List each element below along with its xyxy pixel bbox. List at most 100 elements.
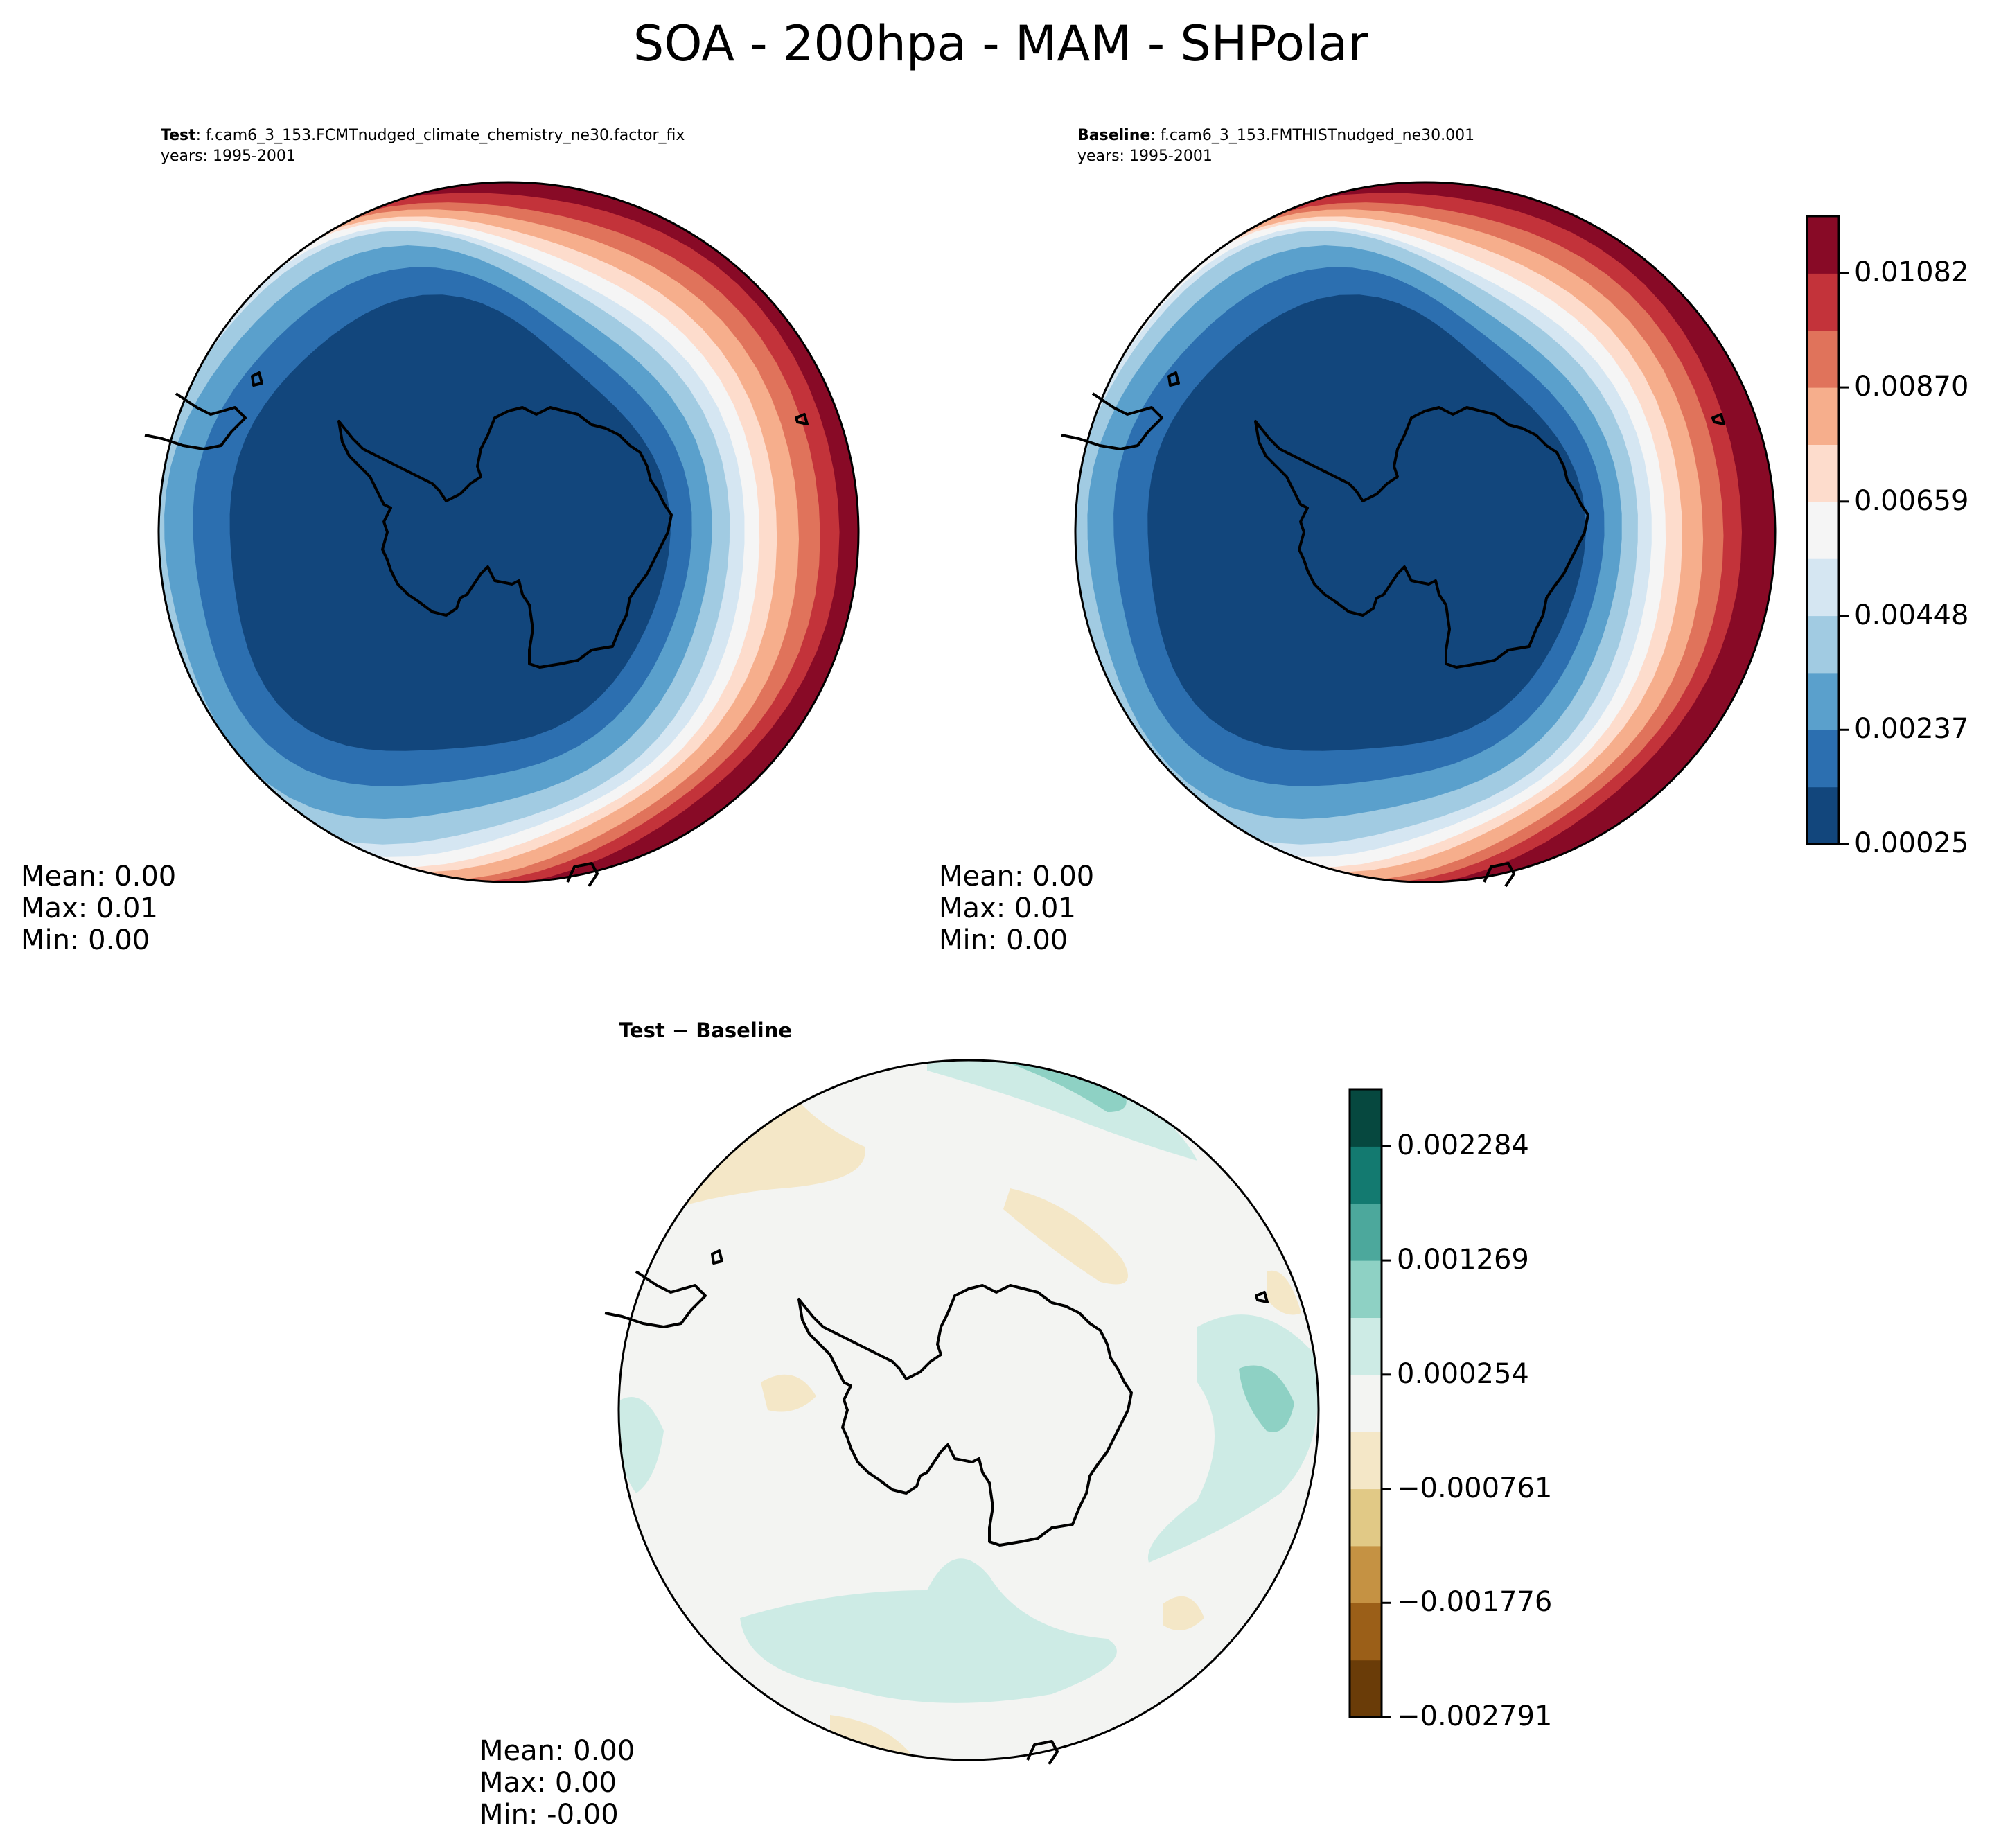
- top-colorbar: [1806, 215, 1849, 845]
- baseline-contour-bands: [1075, 182, 1775, 882]
- test-case-name: : f.cam6_3_153.FCMTnudged_climate_chemis…: [195, 127, 685, 144]
- south-america-coastline: [144, 392, 247, 450]
- diff-band-patch-6: [761, 1374, 816, 1412]
- diff-band-patch-16: [619, 1397, 664, 1493]
- test-contour-bands: [159, 182, 858, 882]
- bottom-coastline: [1483, 862, 1515, 888]
- top-colorbar-swatch-3: [1807, 615, 1839, 674]
- falklands-coastline: [1167, 371, 1180, 387]
- diff-band-patch-15: [740, 1558, 1117, 1703]
- diff-colorbar-tick-label: 0.002284: [1397, 1129, 1529, 1162]
- diff-colorbar-swatch-9: [1350, 1146, 1382, 1204]
- diff-colorbar-swatch-5: [1350, 1374, 1382, 1432]
- top-colorbar-frame: [1806, 215, 1840, 845]
- diff-stats: Mean: 0.00 Max: 0.00 Min: -0.00: [479, 1735, 635, 1831]
- diff-band-patch-9: [830, 1715, 913, 1757]
- diff-colorbar-swatch-10: [1350, 1089, 1382, 1147]
- diff-band-patch-4: [664, 1063, 712, 1091]
- top-colorbar-swatch-1: [1807, 730, 1839, 788]
- diff-map-boundary: [617, 1059, 1320, 1761]
- test-mean: Mean: 0.00: [21, 861, 177, 892]
- diff-colorbar-tick-label: −0.000761: [1397, 1472, 1553, 1504]
- antarctica-coastline: [337, 406, 673, 669]
- top-colorbar-swatch-6: [1807, 444, 1839, 502]
- diff-coastlines: [604, 1249, 1269, 1766]
- diff-colorbar-swatch-6: [1350, 1317, 1382, 1375]
- baseline-stats: Mean: 0.00 Max: 0.01 Min: 0.00: [939, 861, 1094, 956]
- diff-colorbar-swatch-0: [1350, 1660, 1382, 1718]
- bottom-coastline: [1026, 1740, 1059, 1766]
- top-colorbar-tick-label: 0.00448: [1854, 599, 1969, 631]
- diff-colorbar-tick-label: 0.000254: [1397, 1357, 1529, 1390]
- diff-band-patch-12: [1031, 1060, 1093, 1063]
- test-label: Test: [161, 127, 196, 144]
- figure-title: SOA - 200hpa - MAM - SHPolar: [633, 15, 1368, 72]
- island-coastline: [1255, 1291, 1269, 1303]
- top-colorbar-swatch-4: [1807, 558, 1839, 617]
- diff-band-patch-14: [1239, 1365, 1294, 1432]
- top-colorbar-tick-label: 0.00025: [1854, 827, 1969, 859]
- top-colorbar-tick-label: 0.00870: [1854, 371, 1969, 403]
- diff-max: Max: 0.00: [479, 1767, 617, 1799]
- top-colorbar-swatch-5: [1807, 501, 1839, 559]
- diff-colorbar-frame: [1348, 1088, 1383, 1718]
- baseline-label: Baseline: [1077, 127, 1151, 144]
- diff-colorbar-tick-label: 0.001269: [1397, 1244, 1529, 1276]
- test-stats: Mean: 0.00 Max: 0.01 Min: 0.00: [21, 861, 176, 956]
- top-colorbar-tick-label: 0.00237: [1854, 713, 1969, 746]
- baseline-years: years: 1995-2001: [1077, 148, 1213, 165]
- diff-mean: Mean: 0.00: [479, 1735, 635, 1767]
- diff-colorbar-swatch-8: [1350, 1203, 1382, 1261]
- diff-colorbar-swatch-3: [1350, 1488, 1382, 1547]
- diff-band-patch-2: [622, 1060, 740, 1133]
- bottom-coastline: [566, 862, 599, 888]
- diff-colorbar: [1348, 1088, 1391, 1718]
- baseline-coastlines: [1061, 371, 1725, 888]
- test-coastlines: [144, 371, 809, 888]
- falklands-coastline: [251, 371, 263, 387]
- diff-band-patch-5: [1003, 1188, 1128, 1285]
- top-colorbar-tick-label: 0.01082: [1854, 256, 1969, 289]
- top-colorbar-swatch-0: [1807, 786, 1839, 845]
- baseline-map-boundary: [1074, 181, 1777, 883]
- top-colorbar-swatch-10: [1807, 216, 1839, 274]
- antarctica-coastline: [797, 1284, 1133, 1547]
- island-coastline: [795, 413, 809, 425]
- baseline-case-name: : f.cam6_3_153.FMTHISTnudged_ne30.001: [1150, 127, 1475, 144]
- diff-band-neutral: [619, 1060, 1319, 1760]
- south-america-coastline: [1061, 392, 1163, 450]
- test-years: years: 1995-2001: [161, 148, 296, 165]
- diff-band-patch-7: [1267, 1270, 1301, 1315]
- antarctica-coastline: [1254, 406, 1589, 669]
- diff-band-patch-3: [643, 1060, 726, 1105]
- diff-plot-title: Test − Baseline: [619, 1019, 793, 1042]
- top-colorbar-swatch-9: [1807, 273, 1839, 331]
- top-colorbar-swatch-7: [1807, 387, 1839, 445]
- baseline-min: Min: 0.00: [939, 924, 1068, 956]
- falklands-coastline: [711, 1249, 723, 1265]
- diff-colorbar-swatch-1: [1350, 1603, 1382, 1661]
- test-plot-title: Test: f.cam6_3_153.FCMTnudged_climate_ch…: [161, 125, 685, 167]
- diff-colorbar-swatch-7: [1350, 1260, 1382, 1318]
- island-coastline: [1711, 413, 1725, 425]
- test-map-boundary: [157, 181, 860, 883]
- diff-band-patch-8: [1163, 1596, 1204, 1630]
- baseline-max: Max: 0.01: [939, 892, 1076, 924]
- diff-colorbar-swatch-2: [1350, 1545, 1382, 1603]
- baseline-mean: Mean: 0.00: [939, 861, 1095, 892]
- diff-min: Min: -0.00: [479, 1799, 619, 1831]
- diff-colorbar-swatch-4: [1350, 1432, 1382, 1490]
- test-map: [144, 181, 860, 888]
- top-colorbar-swatch-8: [1807, 330, 1839, 388]
- diff-band-patch-11: [1010, 1060, 1127, 1112]
- diff-colorbar-tick-label: −0.002791: [1397, 1700, 1553, 1732]
- baseline-map: [1061, 181, 1777, 888]
- diff-map: [604, 1059, 1320, 1766]
- top-colorbar-tick-label: 0.00659: [1854, 484, 1969, 517]
- test-min: Min: 0.00: [21, 924, 150, 956]
- south-america-coastline: [604, 1270, 707, 1328]
- diff-band-patch-10: [927, 1060, 1197, 1161]
- diff-colorbar-tick-label: −0.001776: [1397, 1586, 1553, 1619]
- top-colorbar-swatch-2: [1807, 672, 1839, 730]
